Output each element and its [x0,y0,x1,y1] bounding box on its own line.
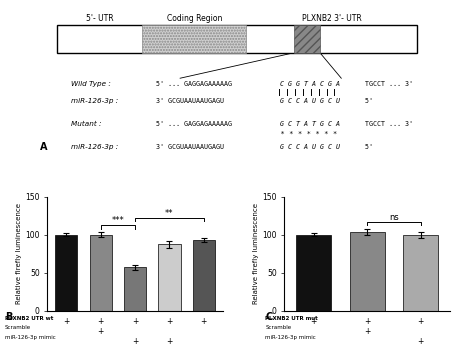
Text: +: + [166,317,173,326]
Bar [350,232,385,310]
Text: 5': 5' [361,98,373,104]
Text: G C T A T G C A: G C T A T G C A [276,121,340,127]
Text: miR-126-3p mimic: miR-126-3p mimic [265,335,316,340]
Text: miR-126-3p :: miR-126-3p : [71,144,118,150]
Text: ns: ns [389,213,399,222]
Text: +: + [132,317,138,326]
Text: miR-126-3p mimic: miR-126-3p mimic [5,335,55,340]
Text: PLXNB2 UTR wt: PLXNB2 UTR wt [5,316,53,321]
Text: Scramble: Scramble [265,325,292,330]
Text: ***: *** [111,216,124,225]
Text: Mutant :: Mutant : [71,121,101,127]
Bar [294,26,320,53]
Text: +: + [418,337,424,345]
Text: TGCCT ... 3': TGCCT ... 3' [361,121,413,127]
Text: C G G T A C G A: C G G T A C G A [276,81,340,87]
Text: **: ** [165,208,174,217]
Text: 3' GCGUAAUAAUGAGU: 3' GCGUAAUAAUGAGU [156,98,224,104]
Bar [158,245,181,310]
Text: +: + [132,337,138,345]
Text: +: + [166,337,173,345]
Text: * * * * * * *: * * * * * * * [276,131,337,137]
Text: C: C [265,312,273,322]
Text: G C C A U G C U: G C C A U G C U [276,144,340,150]
Text: +: + [310,317,317,326]
Bar [142,26,246,53]
Text: Wild Type :: Wild Type : [71,81,111,87]
Text: +: + [201,317,207,326]
Bar [296,235,331,310]
Text: +: + [63,317,70,326]
Bar [55,235,77,310]
Text: 5'- UTR: 5'- UTR [86,13,113,22]
Y-axis label: Relative firefly luminescence: Relative firefly luminescence [254,203,259,304]
Text: TGCCT ... 3': TGCCT ... 3' [361,81,413,87]
Text: 3' GCGUAAUAAUGAGU: 3' GCGUAAUAAUGAGU [156,144,224,150]
Text: 5' ... GAGGAGAAAAAG: 5' ... GAGGAGAAAAAG [156,121,232,127]
Text: +: + [98,327,104,336]
Text: B: B [5,312,12,322]
Text: Scramble: Scramble [5,325,31,330]
Text: G C C A U G C U: G C C A U G C U [276,98,340,104]
Text: 5' ... GAGGAGAAAAAG: 5' ... GAGGAGAAAAAG [156,81,232,87]
Text: A: A [40,142,48,152]
Text: +: + [418,317,424,326]
Bar [124,267,146,310]
Text: +: + [98,317,104,326]
Y-axis label: Relative firefly luminescence: Relative firefly luminescence [17,203,22,304]
Bar [193,240,215,310]
Bar [90,235,112,310]
Bar [57,26,417,53]
Text: 5': 5' [361,144,373,150]
Text: PLXNB2 UTR mut: PLXNB2 UTR mut [265,316,318,321]
Text: miR-126-3p :: miR-126-3p : [71,98,118,104]
Text: +: + [364,327,371,336]
Text: Coding Region: Coding Region [167,13,222,22]
Text: +: + [364,317,371,326]
Bar [403,235,438,310]
Text: PLXNB2 3'- UTR: PLXNB2 3'- UTR [302,13,362,22]
